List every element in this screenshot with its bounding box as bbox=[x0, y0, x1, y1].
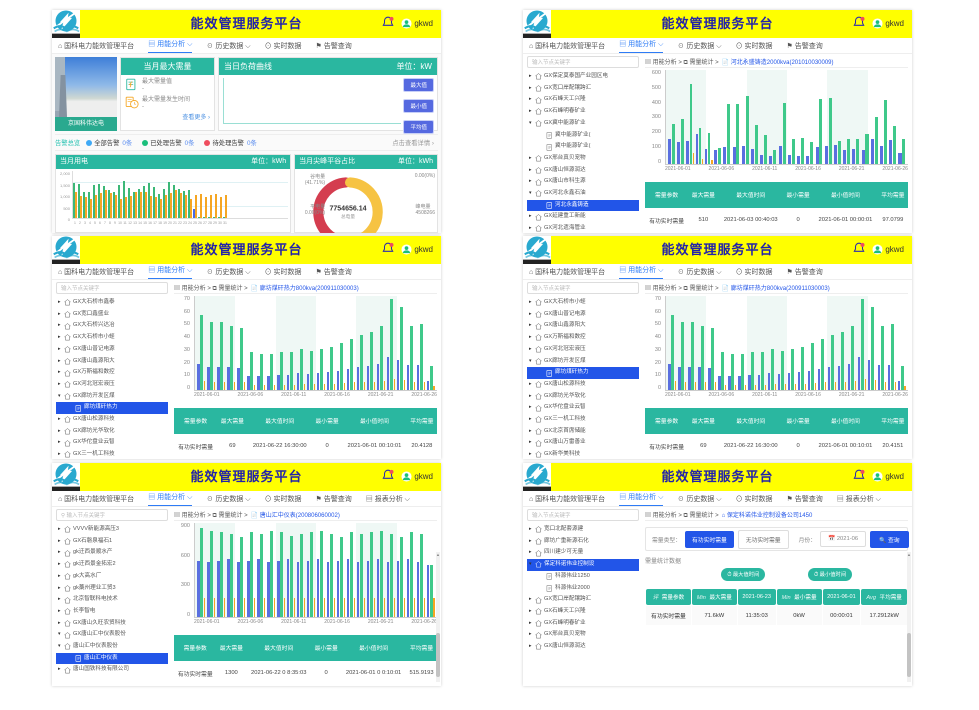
svg-text:总电量: 总电量 bbox=[341, 213, 355, 220]
svg-text:7754656.14: 7754656.14 bbox=[330, 205, 367, 212]
